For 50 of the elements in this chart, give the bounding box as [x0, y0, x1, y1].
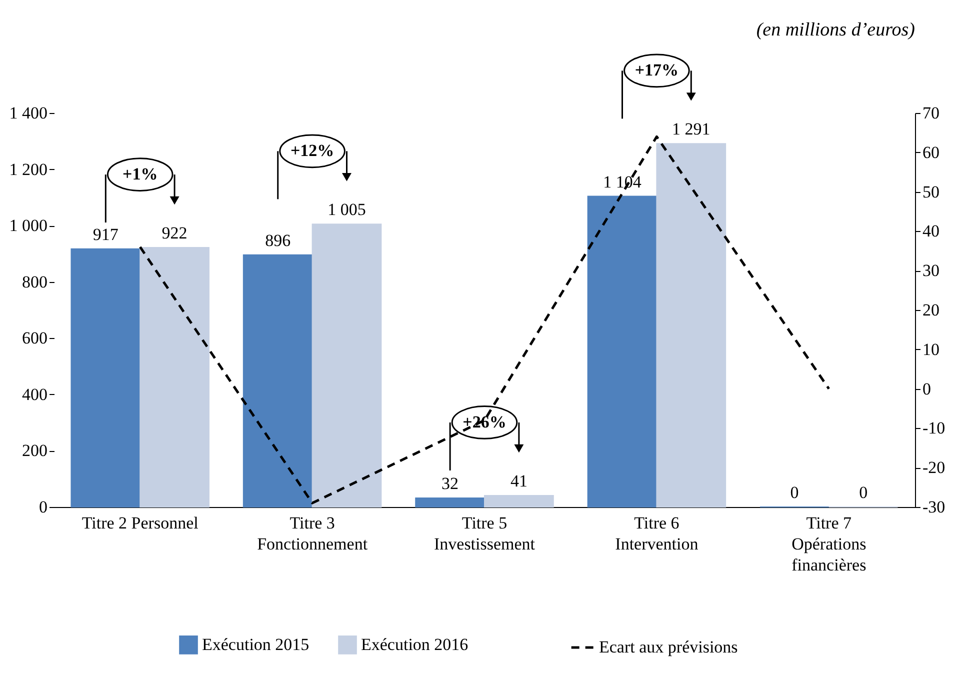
- y-tick-label: 600: [22, 328, 48, 348]
- bar: [242, 254, 313, 508]
- data-label: 0: [859, 483, 868, 502]
- y-tick-label: 1 000: [9, 216, 48, 236]
- data-label: 41: [510, 471, 528, 490]
- legend-label: Exécution 2016: [361, 634, 468, 654]
- y-tick-label: 400: [22, 384, 48, 404]
- data-label: 917: [92, 224, 119, 244]
- bar: [140, 247, 210, 508]
- data-label: 1 005: [328, 200, 366, 220]
- legend-label: Exécution 2015: [202, 634, 310, 654]
- y-tick-label: 1 400: [9, 104, 48, 122]
- bar: [656, 143, 726, 508]
- bar: [312, 224, 382, 508]
- y2-tick-label: 50: [922, 182, 940, 202]
- y2-tick-label: -20: [922, 458, 946, 478]
- y-tick-label: 0: [39, 498, 48, 516]
- data-label: 1 291: [672, 120, 710, 139]
- x-tick-label: Titre 5 Investissement: [434, 514, 536, 554]
- y2-tick-label: 70: [922, 104, 940, 122]
- annotation: +26%: [462, 412, 506, 432]
- y2-tick-label: -10: [922, 418, 946, 438]
- data-label: 1 104: [603, 172, 642, 192]
- y2-tick-label: 20: [922, 300, 940, 320]
- x-tick-label: Titre 7 Opérations financières: [792, 514, 866, 574]
- bar: [484, 494, 554, 508]
- y-tick-label: 1 200: [9, 160, 48, 179]
- data-label: 0: [790, 483, 799, 502]
- x-tick-label: Titre 6 Intervention: [615, 514, 699, 554]
- x-tick-label: Titre 2 Personnel: [82, 514, 199, 532]
- data-label: 922: [162, 224, 188, 243]
- legend-label: Ecart aux prévisions: [599, 638, 738, 656]
- annotation: +1%: [122, 164, 158, 184]
- y2-tick-label: 30: [922, 261, 940, 280]
- x-tick-label: Titre 3 Fonctionnement: [257, 514, 368, 554]
- bar: [587, 196, 658, 508]
- bar: [70, 248, 141, 508]
- chart-subtitle: (en millions d’euros): [756, 19, 915, 40]
- annotation: +12%: [290, 141, 334, 160]
- y2-tick-label: 10: [922, 340, 940, 359]
- y-tick-label: 200: [22, 441, 48, 460]
- y2-tick-label: 40: [922, 222, 940, 241]
- y2-tick-label: 60: [922, 142, 940, 162]
- y-tick-label: 800: [22, 272, 48, 292]
- y2-tick-label: 0: [922, 379, 931, 398]
- text: +17%: [634, 60, 679, 80]
- y2-tick-label: -30: [922, 498, 946, 516]
- bar: [415, 497, 485, 508]
- data-label: 32: [442, 474, 459, 493]
- data-label: 896: [265, 230, 291, 250]
